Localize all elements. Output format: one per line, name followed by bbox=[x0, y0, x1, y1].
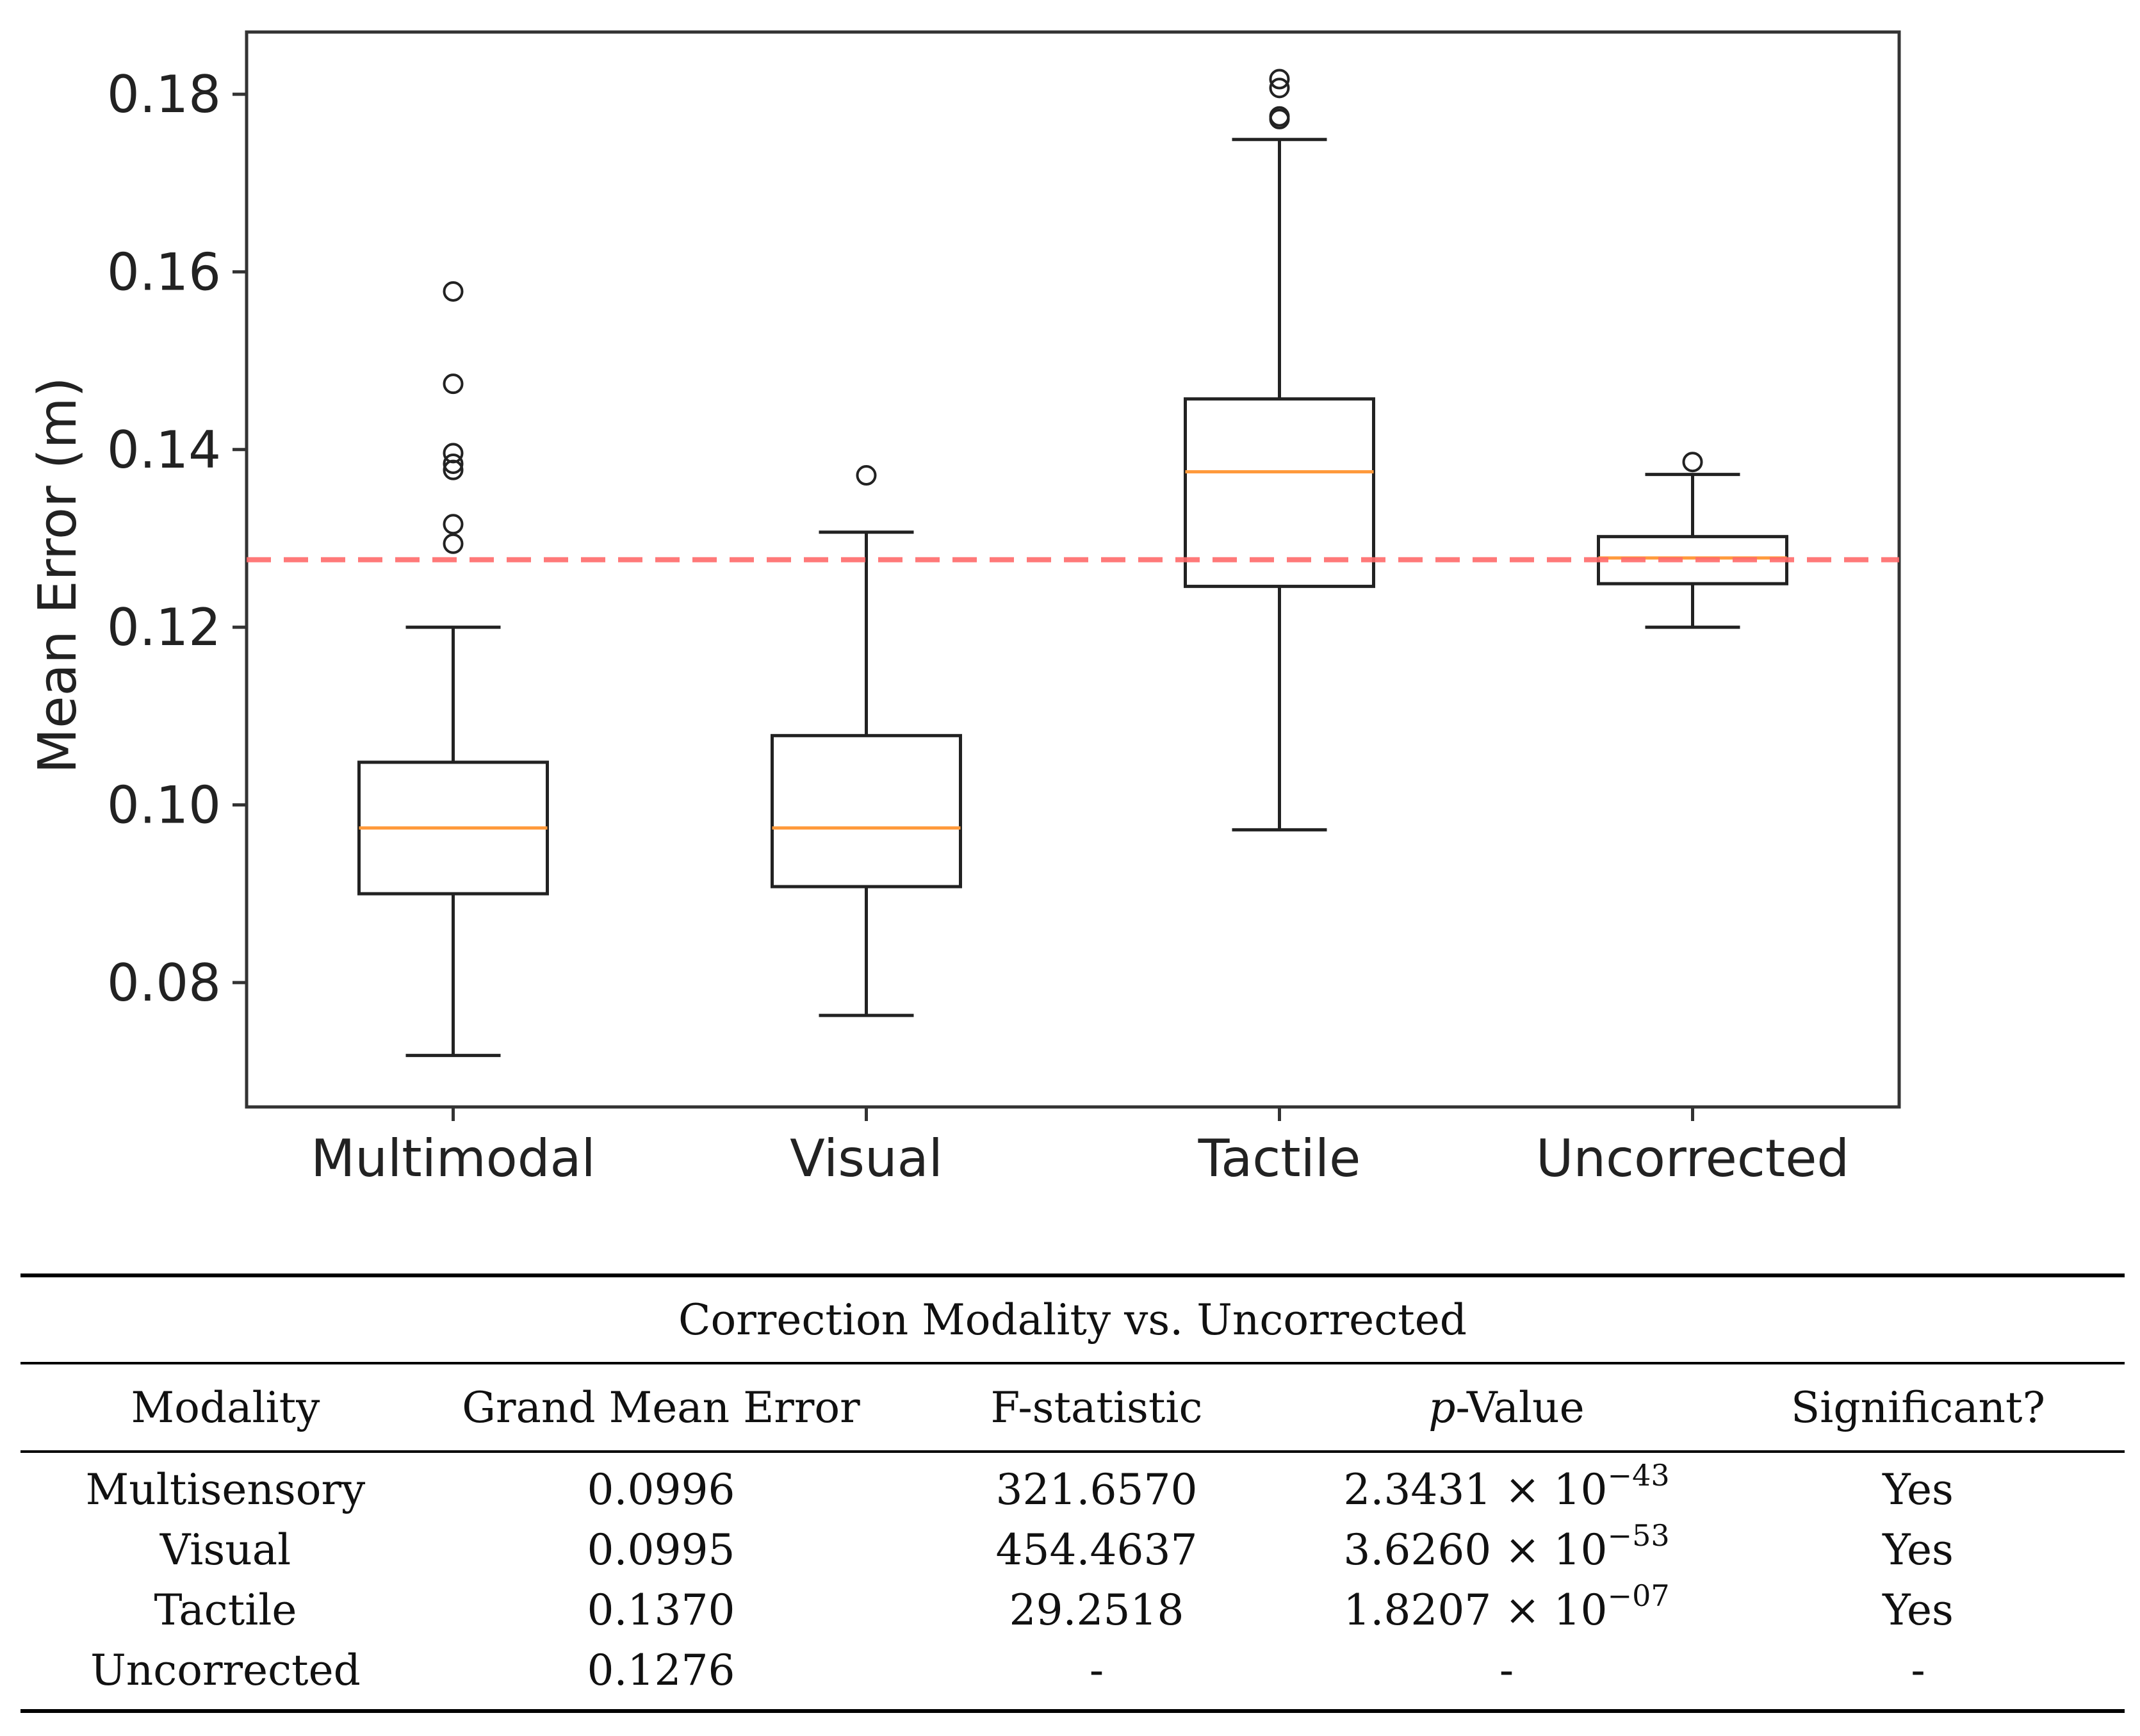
header-p-rest: -Value bbox=[1455, 1382, 1585, 1432]
y-tick-label: 0.14 bbox=[107, 420, 221, 480]
cell-modality: Visual bbox=[159, 1525, 291, 1575]
cell-modality: Tactile bbox=[154, 1585, 297, 1635]
outlier-point bbox=[443, 373, 464, 395]
cell-p-value: 1.8207 × 10−07 bbox=[1302, 1580, 1711, 1640]
box-plot-chart: 0.08 0.10 0.12 0.14 0.16 0.18 Multimodal Visual… bbox=[28, 30, 1901, 1188]
cell-modality: Multisensory bbox=[85, 1464, 366, 1514]
cell-grand-mean: 0.1370 bbox=[587, 1585, 735, 1635]
plot-area: 0.08 0.10 0.12 0.14 0.16 0.18 Multimodal Visual… bbox=[107, 30, 1901, 1188]
y-tick-label: 0.18 bbox=[107, 65, 221, 124]
cell-grand-mean: 0.0996 bbox=[587, 1464, 735, 1514]
table-header-row: Modality Grand Mean Error F-statistic p-… bbox=[20, 1363, 2125, 1453]
cell-p-value: 2.3431 × 10−43 bbox=[1302, 1452, 1711, 1519]
header-f-statistic: F-statistic bbox=[892, 1363, 1302, 1453]
cell-significant: - bbox=[1711, 1640, 2125, 1713]
x-tick-label: Visual bbox=[790, 1129, 943, 1188]
table-row: Multisensory 0.0996 321.6570 2.3431 × 10… bbox=[20, 1452, 2125, 1519]
outlier-point bbox=[443, 281, 464, 302]
y-tick-label: 0.12 bbox=[107, 598, 221, 657]
x-tick-label: Multimodal bbox=[311, 1129, 595, 1188]
p-exponent: −53 bbox=[1607, 1518, 1670, 1553]
table-caption-row: Correction Modality vs. Uncorrected bbox=[20, 1273, 2125, 1364]
iqr-box bbox=[1184, 397, 1375, 588]
y-axis-label: Mean Error (m) bbox=[28, 377, 88, 773]
header-p-italic: p bbox=[1428, 1382, 1456, 1432]
cell-f-statistic: 29.2518 bbox=[1009, 1585, 1184, 1635]
cell-f-statistic: - bbox=[892, 1640, 1302, 1713]
x-tick-label: Uncorrected bbox=[1536, 1129, 1849, 1188]
p-mantissa: 3.6260 × 10 bbox=[1343, 1525, 1608, 1575]
y-tick-label: 0.08 bbox=[107, 953, 221, 1013]
plot-frame bbox=[245, 30, 1901, 1109]
outlier-point bbox=[1269, 106, 1290, 127]
p-mantissa: 2.3431 × 10 bbox=[1343, 1464, 1608, 1514]
outlier-point bbox=[443, 443, 464, 464]
outlier-point bbox=[443, 533, 464, 554]
cell-f-statistic: 454.4637 bbox=[995, 1525, 1198, 1575]
cell-p-value: 3.6260 × 10−53 bbox=[1302, 1519, 1711, 1580]
header-significant: Significant? bbox=[1711, 1363, 2125, 1453]
p-exponent: −43 bbox=[1607, 1457, 1670, 1493]
p-mantissa: - bbox=[1499, 1645, 1514, 1695]
table-row: Uncorrected 0.1276 - - - bbox=[20, 1640, 2125, 1713]
p-exponent: −07 bbox=[1607, 1578, 1670, 1613]
y-tick-label: 0.16 bbox=[107, 242, 221, 302]
header-grand-mean: Grand Mean Error bbox=[430, 1363, 892, 1453]
cell-f-statistic: 321.6570 bbox=[995, 1464, 1198, 1514]
cell-significant: Yes bbox=[1883, 1525, 1954, 1575]
p-mantissa: 1.8207 × 10 bbox=[1343, 1585, 1608, 1635]
results-table: Correction Modality vs. Uncorrected Moda… bbox=[20, 1273, 2125, 1713]
outlier-point bbox=[1269, 78, 1290, 99]
cell-significant: Yes bbox=[1883, 1585, 1954, 1635]
iqr-box bbox=[771, 733, 962, 888]
header-p-value: p-Value bbox=[1302, 1363, 1711, 1453]
outlier-point bbox=[1682, 452, 1703, 473]
outlier-point bbox=[443, 514, 464, 535]
table-row: Visual 0.0995 454.4637 3.6260 × 10−53 Ye… bbox=[20, 1519, 2125, 1580]
table-caption: Correction Modality vs. Uncorrected bbox=[20, 1273, 2125, 1364]
outlier-point bbox=[1269, 69, 1290, 90]
cell-grand-mean: 0.0995 bbox=[587, 1525, 735, 1575]
outlier-point bbox=[856, 465, 877, 486]
table-row: Tactile 0.1370 29.2518 1.8207 × 10−07 Ye… bbox=[20, 1580, 2125, 1640]
cell-significant: Yes bbox=[1883, 1464, 1954, 1514]
header-modality: Modality bbox=[20, 1363, 430, 1453]
x-tick-label: Tactile bbox=[1198, 1129, 1361, 1188]
y-tick-label: 0.10 bbox=[107, 775, 221, 835]
cell-grand-mean: 0.1276 bbox=[430, 1640, 892, 1713]
cell-p-value: - bbox=[1302, 1640, 1711, 1713]
cell-modality: Uncorrected bbox=[20, 1640, 430, 1713]
outlier-point bbox=[443, 453, 464, 474]
